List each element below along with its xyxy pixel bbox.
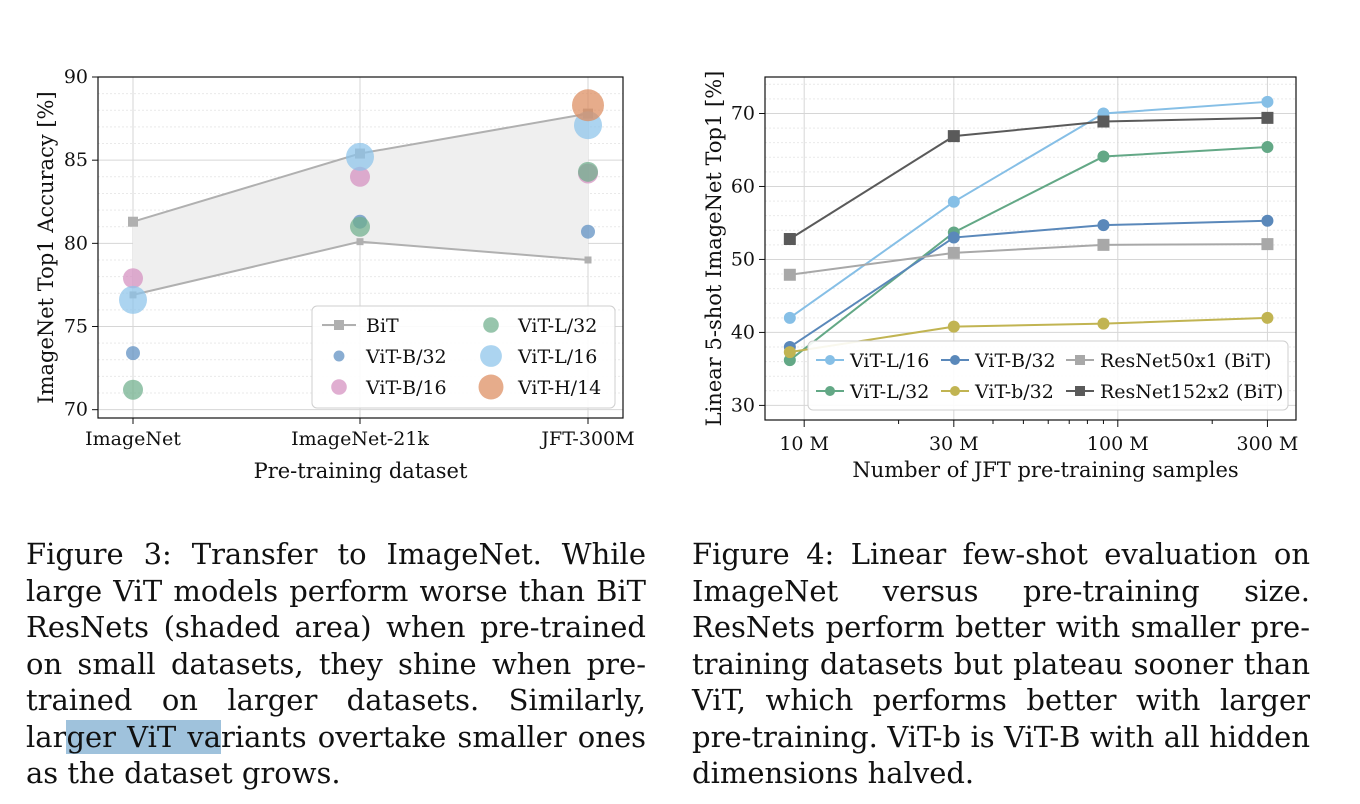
fig3-xlabel: Pre-training dataset (254, 459, 468, 483)
vit-l-16-point (783, 311, 796, 324)
resnet50x1-bit-line (789, 243, 1268, 276)
fig3-ytick-label: 85 (64, 149, 88, 171)
fig3-ytick-label: 90 (64, 66, 88, 88)
fig4-legend-swatch-circle (950, 355, 960, 365)
fig3-ytick-label: 70 (64, 399, 88, 421)
vit-b-32-point (1097, 219, 1110, 232)
resnet152x2-bit-point (947, 130, 960, 143)
fig4-xtick-label: 30 M (929, 433, 979, 455)
bit-shaded-area (133, 113, 588, 295)
vit-b-32-line (789, 219, 1268, 348)
vit-l-32-line (789, 146, 1268, 361)
figure3-caption-text: Figure 3: Transfer to ImageNet. While la… (26, 537, 646, 754)
vit-l-16-point (119, 285, 147, 314)
fig4-ylabel: Linear 5-shot ImageNet Top1 [%] (702, 71, 726, 427)
resnet50x1-bit-point (1261, 238, 1274, 251)
fig4-ytick-label: 60 (731, 175, 755, 197)
vit-b-32-point (581, 224, 595, 239)
vit-b-32-point (947, 231, 960, 244)
resnet50x1-bit-point (1097, 238, 1110, 251)
fig4-xtick-label: 10 M (779, 433, 829, 455)
fig4-legend-label: ViT-L/32 (849, 381, 929, 403)
fig3-legend-swatch-circle (333, 350, 345, 362)
fig3-legend-box (311, 305, 616, 409)
fig3-legend-label: ViT-L/32 (517, 315, 597, 337)
bit-upper-point (128, 216, 138, 227)
figure3-caption-highlight: ger ViT va (66, 719, 221, 754)
vit-l-16-point (947, 195, 960, 208)
figure3-caption-rest: riants overtake smaller ones as the data… (26, 719, 646, 791)
fig4-axes-frame (764, 76, 1297, 421)
fig4-legend-label: ResNet50x1 (BiT) (1100, 350, 1271, 372)
fig3-xtick-label: ImageNet-21k (291, 428, 429, 450)
vit-l-32-point (1261, 141, 1274, 154)
fig4-ytick-label: 70 (731, 102, 755, 124)
fig3-legend-swatch-circle (480, 345, 502, 367)
vit-b-16-point (123, 268, 143, 289)
fig3-legend-swatch-square (334, 320, 344, 330)
fig3-legend-label: ViT-B/16 (365, 377, 447, 399)
fig3-legend-swatch-circle (483, 317, 499, 333)
vit-l-32-point (123, 379, 143, 400)
fig3-legend-swatch-circle (331, 379, 347, 395)
resnet152x2-bit-point (1261, 111, 1274, 124)
fig3-legend: BiT ViT-B/32 ViT-B/16 ViT-L/32 ViT-L/16 ViT-H… (311, 305, 616, 409)
fig3-ytick-label: 80 (64, 232, 88, 254)
fig4-legend-swatch-square (1075, 355, 1085, 365)
bit-lower-point (584, 256, 592, 264)
fig3-ylabel: ImageNet Top1 Accuracy [%] (34, 91, 58, 403)
fig4-legend-label: ViT-b/32 (974, 381, 1054, 403)
fig4-xtick-label: 300 M (1237, 433, 1299, 455)
vit-l-16-line (789, 100, 1268, 319)
figure3-chart: 70 75 80 85 90 ImageNet ImageNet-21k JFT-300M Pr… (34, 66, 635, 483)
vit-l-16-point (1261, 95, 1274, 108)
fig4-xtick-label: 100 M (1087, 433, 1149, 455)
fig4-legend-label: ViT-B/32 (974, 350, 1056, 372)
vit-h-14-point (572, 89, 604, 122)
fig3-ytick-label: 75 (64, 316, 88, 338)
figure4-chart: 30 40 50 60 70 10 M 30 M 100 M 300 M Number of JF… (702, 71, 1299, 482)
vit-l-32-point (578, 161, 598, 182)
fig4-legend-swatch-square (1075, 386, 1085, 396)
vit-l-32-point (1097, 150, 1110, 163)
fig4-legend-swatch-circle (825, 355, 835, 365)
resnet152x2-bit-line (789, 116, 1268, 240)
vit-l-32-point (350, 216, 370, 237)
fig3-xtick-label: JFT-300M (539, 428, 634, 450)
fig3-legend-label: ViT-B/32 (365, 346, 447, 368)
fig3-legend-swatch-circle (478, 374, 504, 400)
fig4-legend-swatch-circle (950, 386, 960, 396)
fig3-legend-label: BiT (366, 315, 399, 337)
vit-b-32-point (1261, 214, 1274, 227)
fig4-ytick-label: 40 (731, 321, 755, 343)
fig4-ytick-label: 30 (731, 394, 755, 416)
resnet50x1-bit-point (783, 268, 796, 281)
fig4-legend-label: ViT-L/16 (849, 350, 929, 372)
resnet152x2-bit-point (1097, 115, 1110, 128)
resnet152x2-bit-point (783, 233, 796, 246)
fig4-legend: ViT-L/16 ViT-B/32 ResNet50x1 (BiT) ViT-L/32… (807, 340, 1289, 411)
figure4-caption-text: Figure 4: Linear few-shot evaluation on … (692, 537, 1310, 790)
bit-lower-point (356, 238, 364, 246)
vit-b-32-point (126, 346, 140, 361)
fig3-legend-label: ViT-L/16 (517, 346, 597, 368)
fig4-ytick-label: 50 (731, 248, 755, 270)
figure4-caption: Figure 4: Linear few-shot evaluation on … (692, 536, 1310, 792)
vit-l-16-point (346, 142, 374, 171)
vit-b-32-point (1261, 311, 1274, 324)
vit-b-32-point (947, 320, 960, 333)
fig3-legend-label: ViT-H/14 (517, 377, 601, 399)
figure3-caption: Figure 3: Transfer to ImageNet. While la… (26, 536, 646, 792)
vit-b-32-point (1097, 317, 1110, 330)
fig3-xtick-label: ImageNet (85, 428, 181, 450)
fig4-xlabel: Number of JFT pre-training samples (852, 458, 1238, 482)
vit-b-32-line (789, 316, 1268, 354)
vit-b-16-point (350, 166, 370, 187)
resnet50x1-bit-point (947, 246, 960, 259)
vit-b-32-point (783, 346, 796, 359)
fig4-legend-label: ResNet152x2 (BiT) (1100, 381, 1283, 403)
fig4-legend-swatch-circle (825, 386, 835, 396)
fig4-legend-box (807, 340, 1289, 411)
